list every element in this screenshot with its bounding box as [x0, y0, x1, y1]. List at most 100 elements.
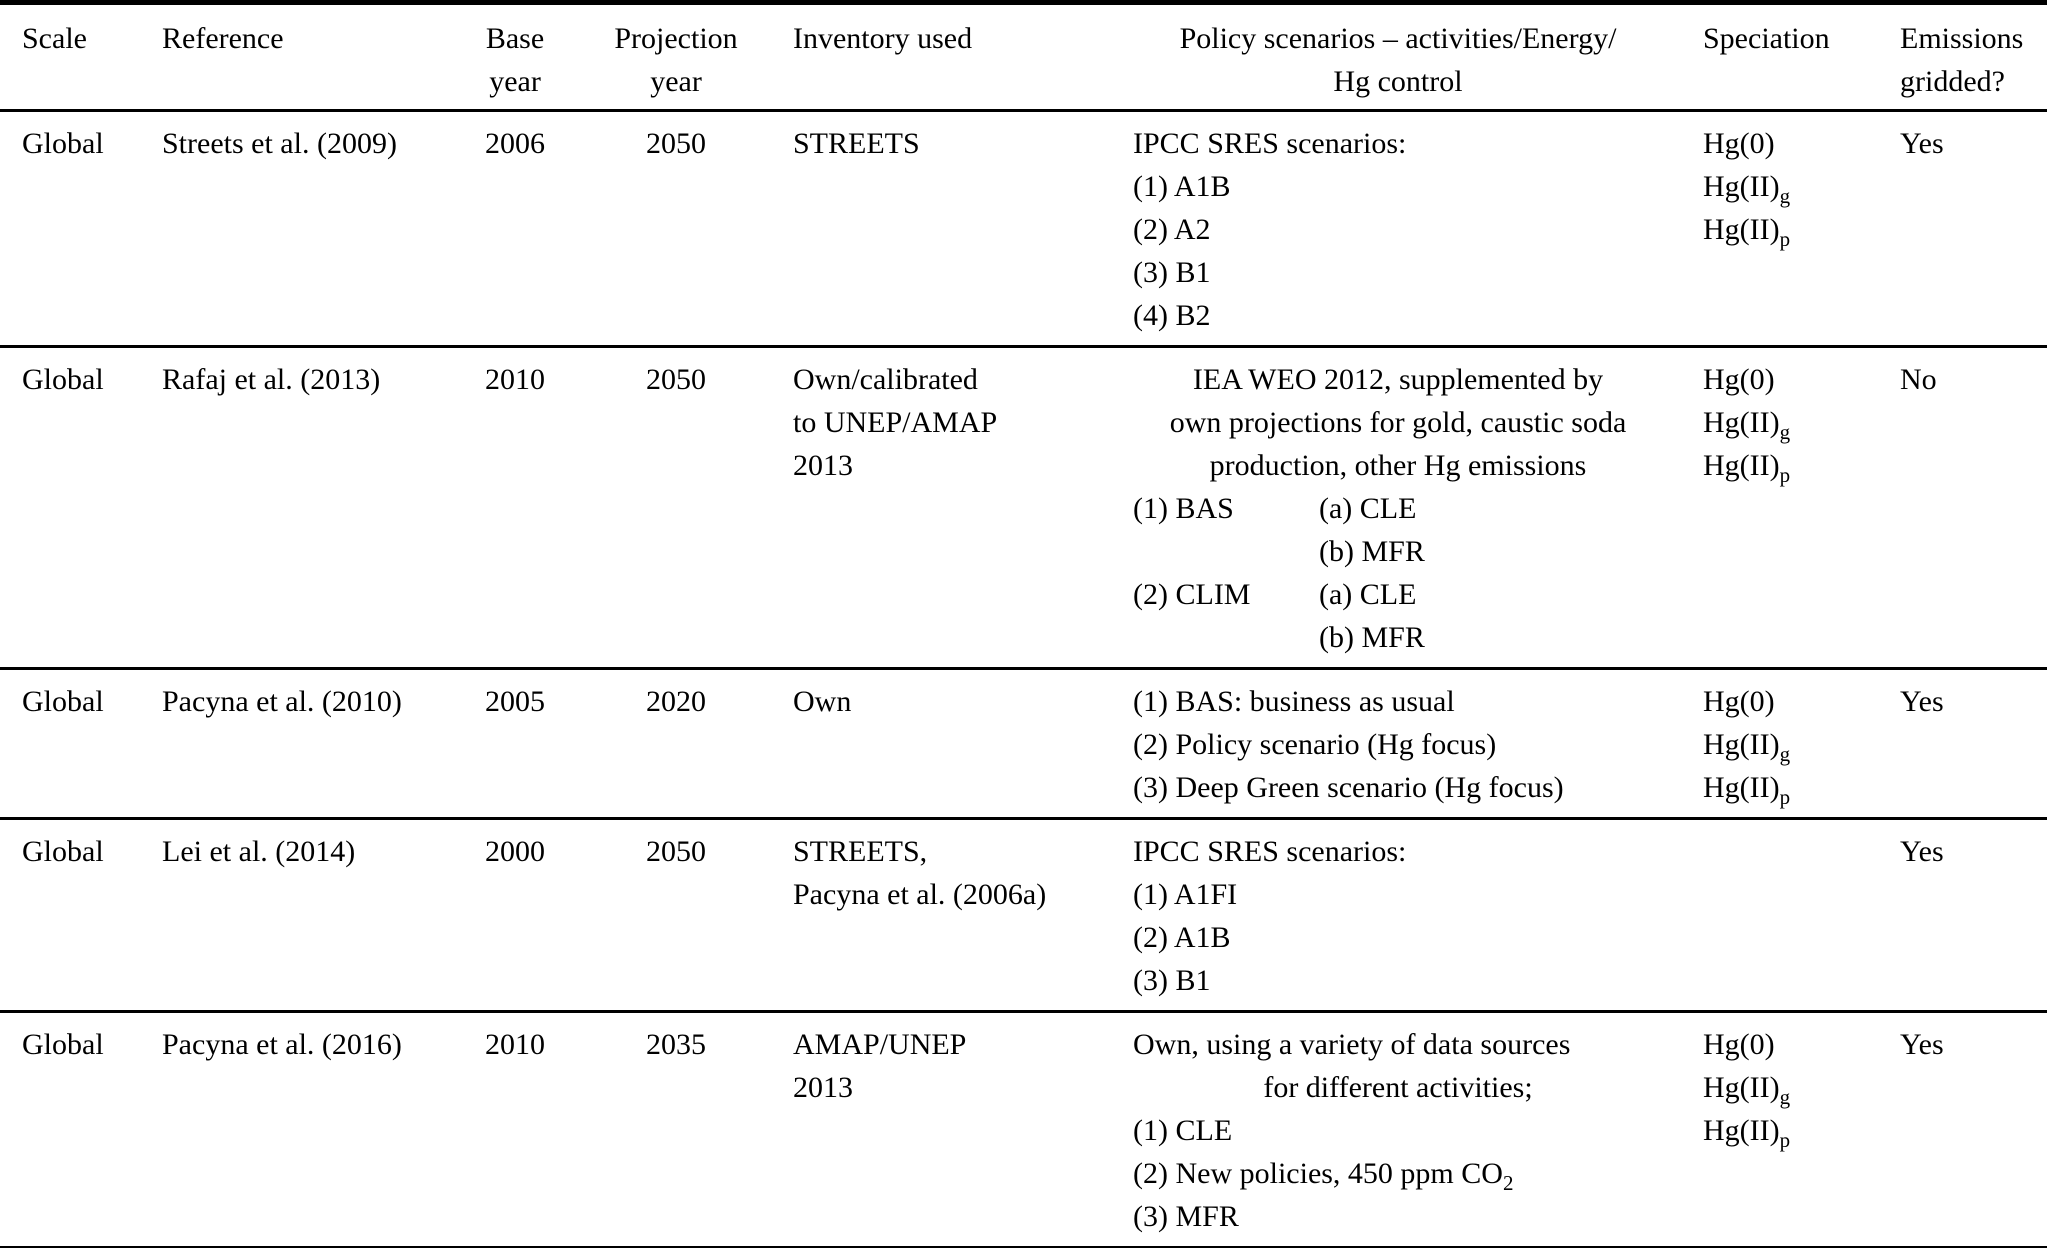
text-segment: Hg(0) [1703, 685, 1775, 718]
subscript-text: p [1779, 227, 1791, 251]
text-segment: (2) Policy scenario (Hg focus) [1133, 728, 1497, 761]
text-segment: IPCC SRES scenarios: [1133, 127, 1407, 160]
text-segment: Hg(II) [1703, 213, 1780, 246]
policy-line: (2) A2 [1133, 208, 1663, 251]
cell-text: Pacyna et al. (2016) [162, 1028, 402, 1061]
cell-text: Own/calibrated [793, 363, 978, 396]
text-segment: (3) MFR [1133, 1200, 1239, 1233]
speciation-line: Hg(II)p [1703, 766, 1880, 809]
cell-text: Global [22, 1028, 104, 1061]
policy-line: (1) A1FI [1133, 873, 1663, 916]
policy-scenario-option: (a) CLE [1319, 492, 1417, 525]
header-cell-projection-year: Projection year [580, 17, 772, 103]
cell-text: Global [22, 363, 104, 396]
cell-text: 2010 [485, 1028, 545, 1061]
header-cell-reference: Reference [162, 17, 450, 60]
header-label: Speciation [1703, 22, 1830, 55]
policy-line: IPCC SRES scenarios: [1133, 830, 1663, 873]
subscript-text: g [1779, 1085, 1791, 1109]
cell-inventory: STREETS, Pacyna et al. (2006a) [772, 830, 1110, 916]
table-body: Global Streets et al. (2009) 2006 2050 STREE… [0, 112, 2047, 1246]
cell-text: 2000 [485, 835, 545, 868]
cell-projection-year: 2050 [580, 122, 772, 165]
text-segment: (3) B1 [1133, 256, 1211, 289]
cell-text: 2006 [485, 127, 545, 160]
policy-line: (3) B1 [1133, 959, 1663, 1002]
text-segment: (2) A2 [1133, 213, 1211, 246]
subscript-text: 2 [1502, 1171, 1514, 1195]
header-label: Hg control [1333, 65, 1463, 98]
cell-speciation: Hg(0) Hg(II)g Hg(II)p [1663, 680, 1880, 809]
cell-text: Yes [1900, 1028, 1944, 1061]
cell-text: Streets et al. (2009) [162, 127, 397, 160]
text-segment: (4) B2 [1133, 299, 1211, 332]
text-segment: (1) BAS: business as usual [1133, 685, 1455, 718]
cell-base-year: 2005 [450, 680, 580, 723]
cell-speciation: Hg(0) Hg(II)g Hg(II)p [1663, 1023, 1880, 1152]
cell-text: 2013 [793, 449, 853, 482]
cell-text: 2013 [793, 1071, 853, 1104]
cell-inventory: Own/calibrated to UNEP/AMAP 2013 [772, 358, 1110, 487]
cell-base-year: 2010 [450, 1023, 580, 1066]
policy-line: (1) BAS (a) CLE [1133, 487, 1663, 530]
table-row: Global Pacyna et al. (2010) 2005 2020 Own (1)… [0, 670, 2047, 820]
cell-policy-scenarios: (1) BAS: business as usual (2) Policy sce… [1110, 680, 1663, 809]
cell-scale: Global [22, 358, 162, 401]
cell-text: Lei et al. (2014) [162, 835, 356, 868]
cell-policy-scenarios: IEA WEO 2012, supplemented by own project… [1110, 358, 1663, 659]
speciation-line: Hg(0) [1703, 358, 1880, 401]
cell-emissions-gridded: Yes [1880, 680, 2047, 723]
header-label: Policy scenarios – activities/Energy/ [1179, 22, 1617, 55]
cell-text: Global [22, 835, 104, 868]
text-segment: Hg(II) [1703, 728, 1780, 761]
text-segment: own projections for gold, caustic soda [1169, 406, 1627, 439]
text-segment: Hg(II) [1703, 1071, 1780, 1104]
cell-base-year: 2006 [450, 122, 580, 165]
cell-text: to UNEP/AMAP [793, 406, 998, 439]
cell-scale: Global [22, 122, 162, 165]
subscript-text: p [1779, 1128, 1791, 1152]
text-segment: Hg(II) [1703, 449, 1780, 482]
header-label: year [489, 65, 541, 98]
policy-scenario-option: (a) CLE [1319, 578, 1417, 611]
policy-line: own projections for gold, caustic soda [1133, 401, 1663, 444]
cell-speciation: Hg(0) Hg(II)g Hg(II)p [1663, 358, 1880, 487]
text-segment: (3) B1 [1133, 964, 1211, 997]
policy-scenario-label: (1) BAS [1133, 492, 1234, 525]
cell-text: STREETS, [793, 835, 928, 868]
text-segment: (3) Deep Green scenario (Hg focus) [1133, 771, 1564, 804]
policy-line: (1) CLE [1133, 1109, 1663, 1152]
policy-line: (b) MFR [1133, 530, 1663, 573]
cell-base-year: 2000 [450, 830, 580, 873]
policy-line: production, other Hg emissions [1133, 444, 1663, 487]
cell-scale: Global [22, 830, 162, 873]
text-segment: Hg(0) [1703, 363, 1775, 396]
subscript-text: g [1779, 742, 1791, 766]
header-cell-emissions-gridded: Emissions gridded? [1880, 17, 2047, 103]
cell-text: Yes [1900, 685, 1944, 718]
text-segment: production, other Hg emissions [1209, 449, 1587, 482]
cell-text: Pacyna et al. (2010) [162, 685, 402, 718]
text-segment: Hg(0) [1703, 1028, 1775, 1061]
header-cell-policy-scenarios: Policy scenarios – activities/Energy/ Hg… [1110, 17, 1663, 103]
header-label: Emissions [1900, 22, 2024, 55]
policy-scenario-option: (b) MFR [1319, 535, 1425, 568]
policy-line: (2) CLIM (a) CLE [1133, 573, 1663, 616]
policy-scenario-option: (b) MFR [1319, 621, 1425, 654]
text-segment: (1) CLE [1133, 1114, 1233, 1147]
subscript-text: p [1779, 785, 1791, 809]
policy-line: (3) MFR [1133, 1195, 1663, 1238]
table-row: Global Rafaj et al. (2013) 2010 2050 Own/cal… [0, 348, 2047, 670]
table-row: Global Lei et al. (2014) 2000 2050 STREETS, P… [0, 820, 2047, 1013]
header-cell-speciation: Speciation [1663, 17, 1880, 60]
text-segment: (2) New policies, 450 ppm CO [1133, 1157, 1503, 1190]
cell-speciation: Hg(0) Hg(II)g Hg(II)p [1663, 122, 1880, 251]
text-segment: Hg(II) [1703, 771, 1780, 804]
table-row: Global Streets et al. (2009) 2006 2050 STREE… [0, 112, 2047, 348]
policy-line: IEA WEO 2012, supplemented by [1133, 358, 1663, 401]
speciation-line: Hg(II)g [1703, 401, 1880, 444]
policy-line: (b) MFR [1133, 616, 1663, 659]
cell-scale: Global [22, 1023, 162, 1066]
cell-projection-year: 2035 [580, 1023, 772, 1066]
